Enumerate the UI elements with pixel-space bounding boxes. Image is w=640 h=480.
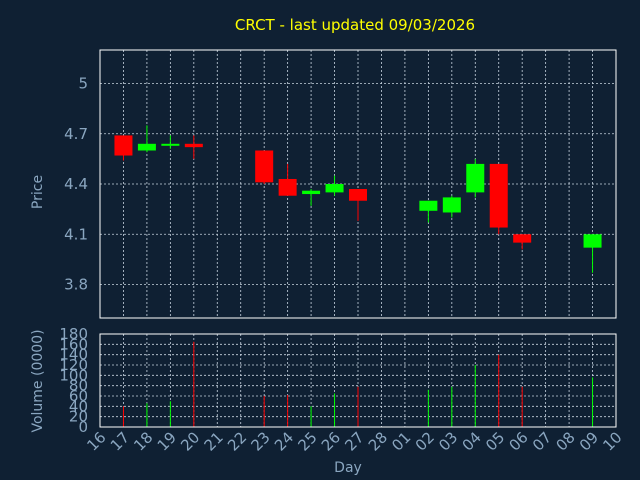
volume-tick-label: 40 <box>69 397 88 415</box>
price-tick-label: 4.7 <box>64 125 88 143</box>
price-tick-label: 5 <box>78 75 88 93</box>
volume-tick-label: 180 <box>59 325 88 343</box>
up-candle <box>325 184 344 193</box>
day-tick-label: 04 <box>459 428 485 454</box>
price-plot-frame <box>99 49 617 319</box>
price-tick-label: 4.4 <box>64 175 88 193</box>
day-tick-label: 28 <box>365 428 391 454</box>
x-axis-label: Day <box>334 460 362 476</box>
down-candle <box>513 234 532 243</box>
day-tick-label: 17 <box>107 428 133 454</box>
price-axis-label: Price <box>30 175 46 209</box>
down-candle <box>255 150 274 183</box>
price-tick-label: 3.8 <box>64 276 88 294</box>
up-candle <box>466 163 485 193</box>
up-candle <box>161 143 180 146</box>
volume-tick-label: 160 <box>59 335 88 353</box>
volume-tick-label: 100 <box>59 366 88 384</box>
volume-tick-label: 0 <box>78 418 88 436</box>
volume-plot-frame <box>99 333 617 428</box>
volume-tick-label: 20 <box>69 408 88 426</box>
down-candle <box>489 163 508 228</box>
day-tick-label: 24 <box>271 428 297 454</box>
day-tick-label: 07 <box>529 428 555 454</box>
day-tick-label: 22 <box>224 428 250 454</box>
day-tick-label: 20 <box>177 428 203 454</box>
day-tick-label: 23 <box>248 428 274 454</box>
down-candle <box>349 189 367 201</box>
chart-title: CRCT - last updated 09/03/2026 <box>235 16 475 34</box>
day-tick-label: 06 <box>506 428 532 454</box>
day-tick-label: 21 <box>201 428 227 454</box>
up-candle <box>419 200 438 211</box>
up-candle <box>442 197 461 213</box>
volume-tick-label: 80 <box>69 377 88 395</box>
day-tick-label: 05 <box>482 428 508 454</box>
day-tick-label: 02 <box>412 428 438 454</box>
day-tick-label: 19 <box>154 428 180 454</box>
day-tick-label: 09 <box>576 428 602 454</box>
price-panel: 3.8 4.1 4.4 4.7 5 <box>64 49 617 319</box>
volume-tick-label: 120 <box>59 356 88 374</box>
down-candle <box>278 178 297 196</box>
down-candle <box>114 135 133 156</box>
day-tick-label: 25 <box>294 428 320 454</box>
price-tick-label: 4.1 <box>64 225 88 243</box>
volume-tick-label: 60 <box>69 387 88 405</box>
volume-panel: 0204060801001201401601801617181920212223… <box>59 325 625 455</box>
day-tick-label: 01 <box>388 428 414 454</box>
day-tick-label: 27 <box>341 428 367 454</box>
day-tick-label: 08 <box>552 428 578 454</box>
up-candle <box>302 190 321 195</box>
day-tick-label: 03 <box>435 428 461 454</box>
down-candle <box>184 143 203 148</box>
up-candle <box>137 143 156 151</box>
volume-axis-label: Volume (0000) <box>30 329 46 432</box>
day-tick-label: 18 <box>130 428 156 454</box>
day-tick-label: 10 <box>599 428 625 454</box>
day-tick-label: 26 <box>318 428 344 454</box>
volume-tick-label: 140 <box>59 346 88 364</box>
up-candle <box>583 234 602 248</box>
